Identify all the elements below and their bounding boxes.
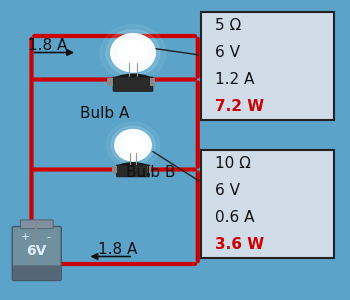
FancyBboxPatch shape [13, 265, 61, 280]
Bar [149, 78, 155, 86]
Circle shape [100, 25, 166, 81]
Bar [107, 78, 113, 86]
Circle shape [111, 34, 155, 72]
Text: 6 V: 6 V [215, 183, 240, 198]
Ellipse shape [117, 163, 149, 173]
Circle shape [112, 34, 154, 71]
FancyBboxPatch shape [201, 12, 334, 120]
Text: 1.8 A: 1.8 A [28, 38, 67, 52]
Circle shape [106, 122, 160, 168]
Text: Bulb B: Bulb B [126, 165, 175, 180]
Text: 6V: 6V [27, 244, 47, 258]
Text: 3.6 W: 3.6 W [215, 237, 264, 252]
Text: 6 V: 6 V [215, 45, 240, 60]
Circle shape [116, 130, 150, 160]
Circle shape [106, 30, 160, 76]
Circle shape [121, 135, 145, 155]
Text: 10 Ω: 10 Ω [215, 156, 251, 171]
Circle shape [111, 126, 155, 164]
Text: 7.2 W: 7.2 W [215, 99, 264, 114]
FancyBboxPatch shape [201, 150, 334, 258]
Bar [147, 166, 151, 173]
FancyBboxPatch shape [12, 226, 61, 280]
Text: 1.8 A: 1.8 A [98, 242, 137, 256]
FancyBboxPatch shape [117, 165, 149, 177]
FancyBboxPatch shape [20, 220, 53, 229]
Ellipse shape [114, 74, 152, 87]
Text: Bulb A: Bulb A [80, 106, 130, 122]
Circle shape [118, 40, 148, 65]
Text: 5 Ω: 5 Ω [215, 18, 242, 33]
Text: 1.2 A: 1.2 A [215, 72, 255, 87]
FancyBboxPatch shape [113, 77, 153, 91]
Text: +: + [21, 232, 30, 242]
Circle shape [115, 130, 151, 161]
Text: -: - [46, 232, 50, 242]
Bar [112, 166, 117, 173]
Text: 0.6 A: 0.6 A [215, 210, 255, 225]
